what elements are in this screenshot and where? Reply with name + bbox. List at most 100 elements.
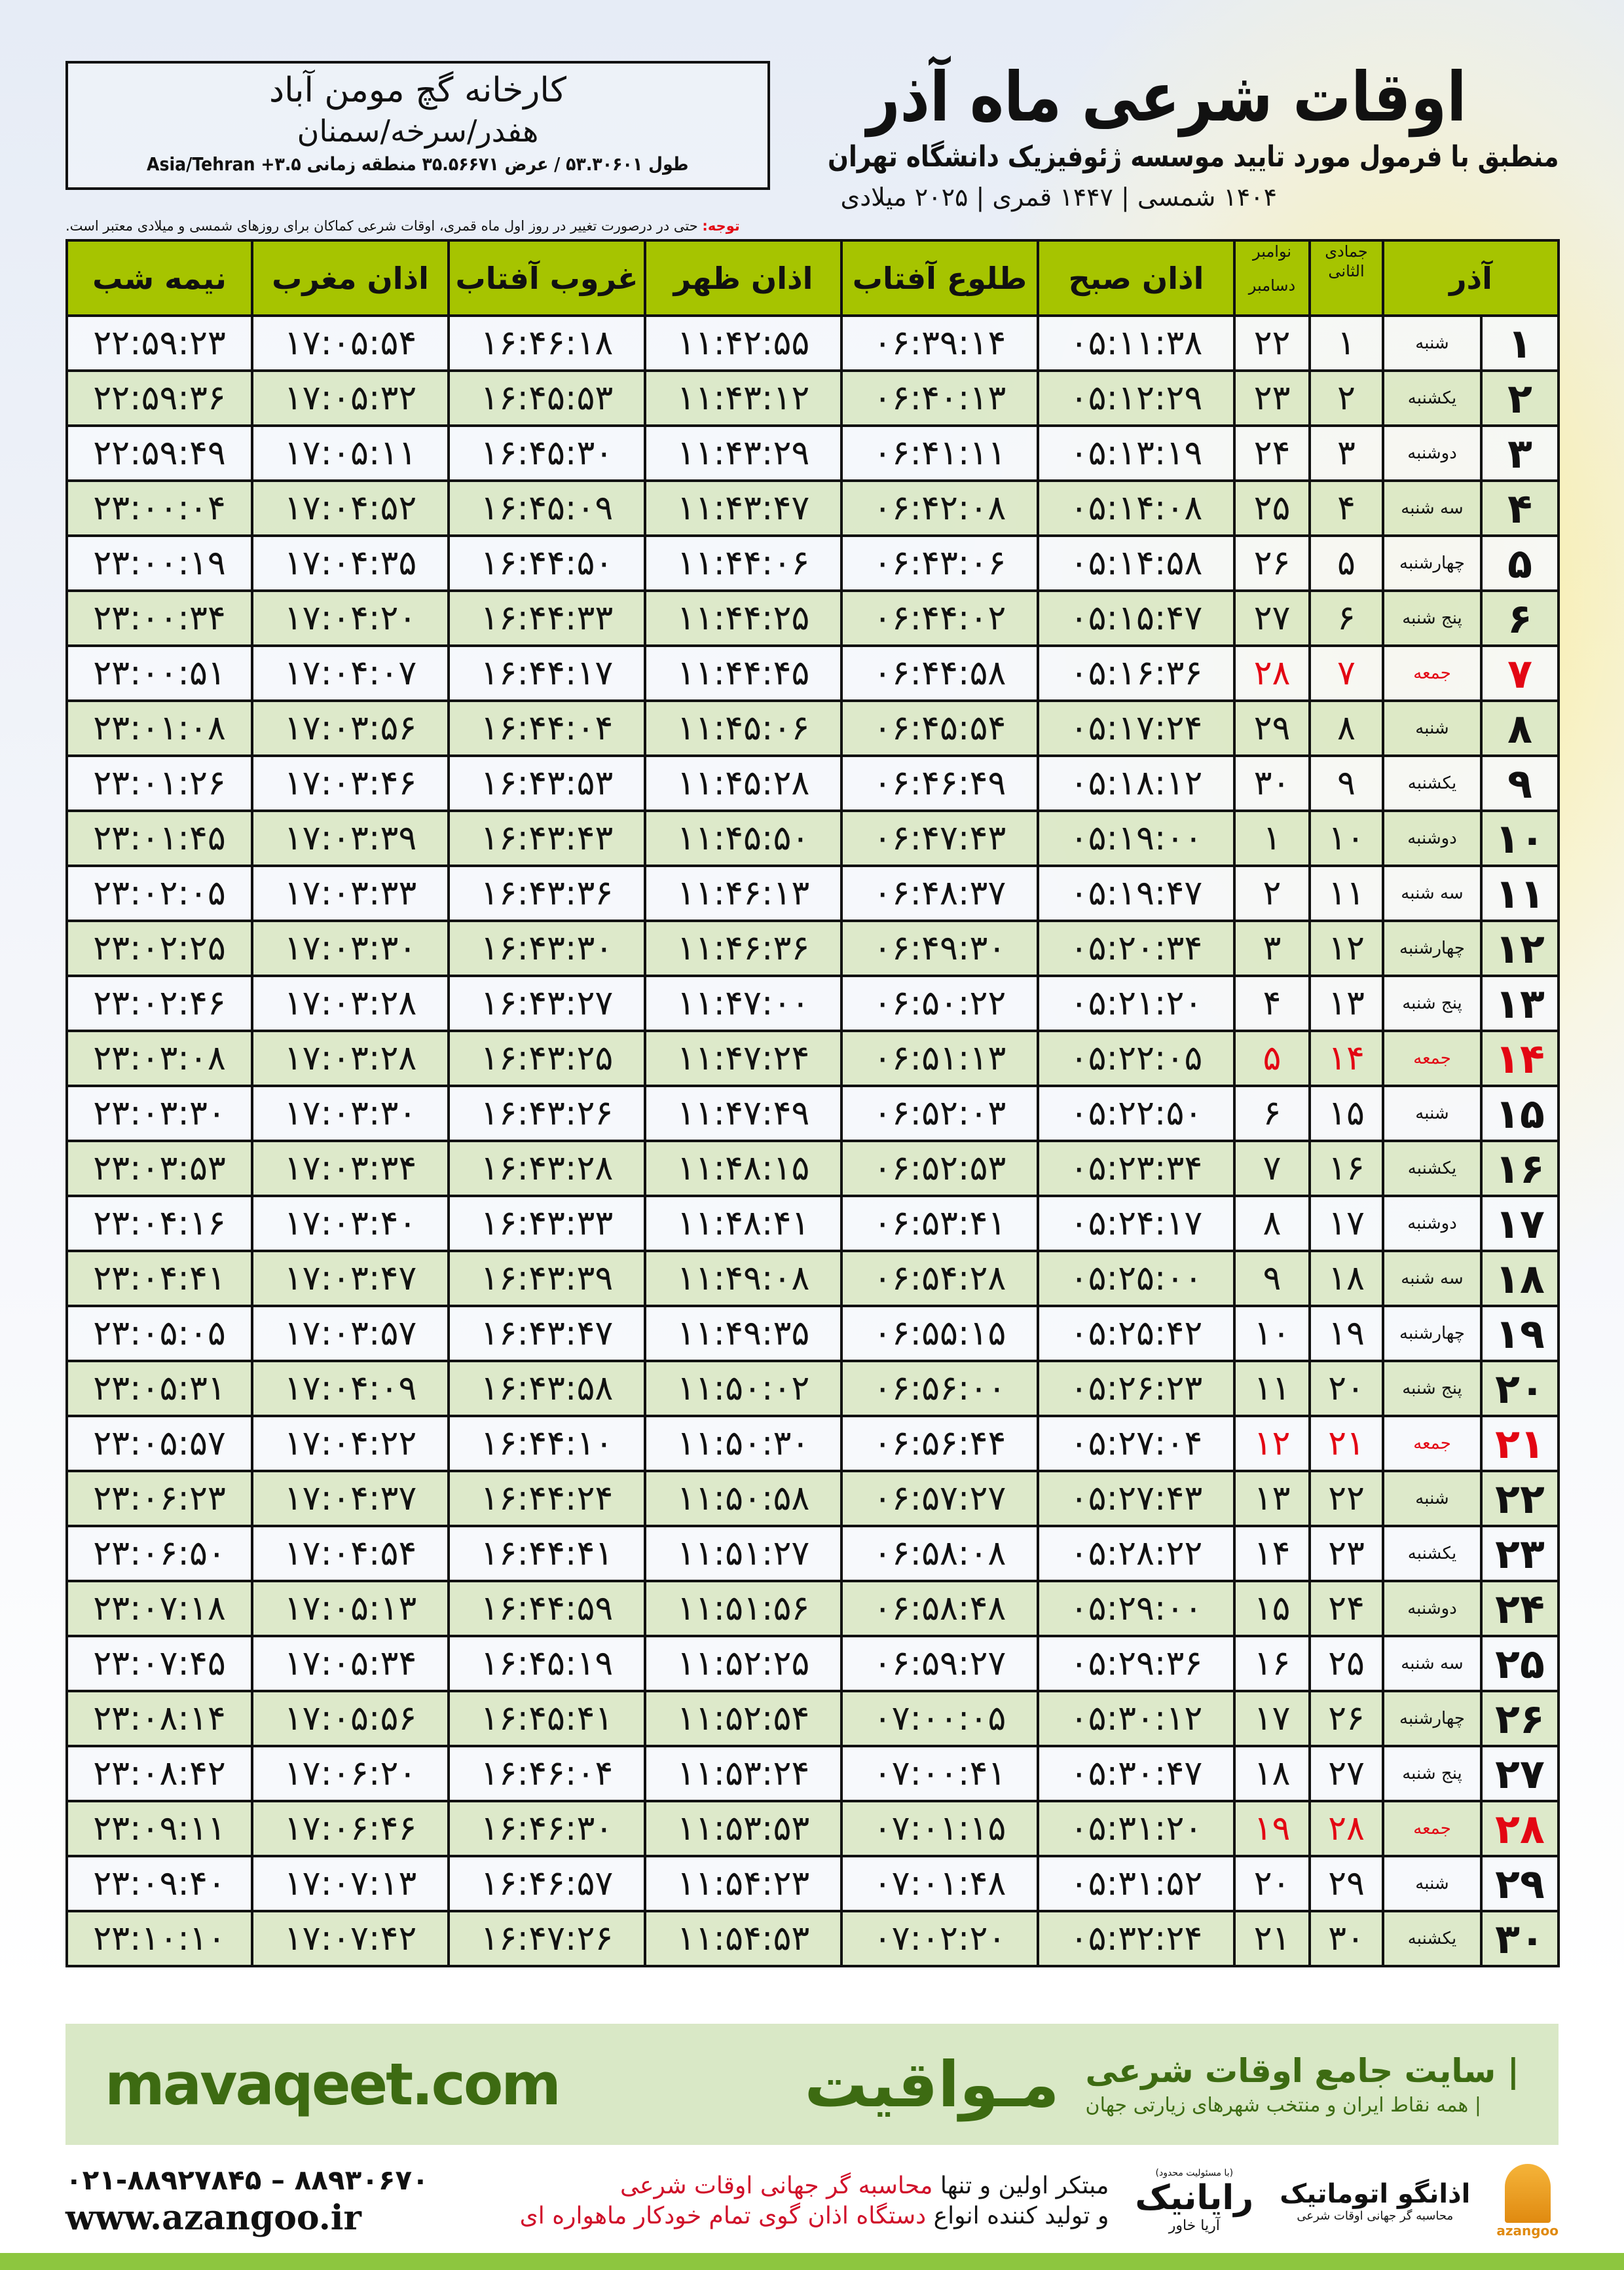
table-row: ۳ دوشنبه ۳ ۲۴ ۰۵:۱۳:۱۹ ۰۶:۴۱:۱۱ ۱۱:۴۳:۲۹ ۱۶:۴۵:…	[65, 424, 1560, 482]
site-link[interactable]: mavaqeet.com	[105, 2051, 561, 2118]
table-row: ۱۹ چهارشنبه ۱۹ ۱۰ ۰۵:۲۵:۴۲ ۰۶:۵۵:۱۵ ۱۱:۴۹:۳۵ ۱۶…	[65, 1305, 1560, 1362]
sunrise-time: ۰۶:۴۲:۰۸	[840, 479, 1039, 537]
hijri-day: ۱۳	[1308, 975, 1384, 1032]
gregorian-day: ۷	[1233, 1140, 1311, 1197]
hijri-day: ۱۶	[1308, 1140, 1384, 1197]
dhuhr-time: ۱۱:۴۴:۰۶	[644, 534, 843, 592]
fajr-time: ۰۵:۲۷:۰۴	[1037, 1415, 1236, 1472]
sunrise-time: ۰۶:۵۵:۱۵	[840, 1305, 1039, 1362]
maghrib-time: ۱۷:۰۴:۳۵	[251, 534, 450, 592]
gregorian-day: ۲۰	[1233, 1855, 1311, 1912]
table-row: ۱۱ سه شنبه ۱۱ ۲ ۰۵:۱۹:۴۷ ۰۶:۴۸:۳۷ ۱۱:۴۶:۱۳ ۱۶:۴…	[65, 865, 1560, 922]
fajr-time: ۰۵:۲۳:۳۴	[1037, 1140, 1236, 1197]
day-number: ۵	[1480, 534, 1560, 592]
gregorian-day: ۱۰	[1233, 1305, 1311, 1362]
brand-logo: مـواقیت	[804, 2047, 1060, 2121]
sunrise-time: ۰۶:۴۶:۴۹	[840, 754, 1039, 812]
maghrib-time: ۱۷:۰۴:۰۷	[251, 644, 450, 702]
sunset-time: ۱۶:۴۳:۳۶	[447, 865, 646, 922]
dhuhr-time: ۱۱:۵۱:۲۷	[644, 1525, 843, 1582]
sunrise-time: ۰۶:۵۶:۰۰	[840, 1360, 1039, 1417]
day-number: ۲۰	[1480, 1360, 1560, 1417]
sunset-time: ۱۶:۴۵:۳۰	[447, 424, 646, 482]
dhuhr-time: ۱۱:۴۹:۳۵	[644, 1305, 843, 1362]
table-row: ۲۰ پنج شنبه ۲۰ ۱۱ ۰۵:۲۶:۲۳ ۰۶:۵۶:۰۰ ۱۱:۵۰:۰۲ ۱۶…	[65, 1360, 1560, 1417]
weekday: سه شنبه	[1381, 479, 1483, 537]
weekday: یکشنبه	[1381, 1140, 1483, 1197]
day-number: ۱۳	[1480, 975, 1560, 1032]
midnight-time: ۲۳:۰۶:۵۰	[65, 1525, 253, 1582]
weekday: پنج شنبه	[1381, 1360, 1483, 1417]
midnight-time: ۲۳:۰۰:۱۹	[65, 534, 253, 592]
maghrib-time: ۱۷:۰۶:۲۰	[251, 1745, 450, 1802]
dhuhr-time: ۱۱:۴۶:۳۶	[644, 920, 843, 977]
midnight-time: ۲۳:۰۵:۳۱	[65, 1360, 253, 1417]
maghrib-time: ۱۷:۰۵:۱۱	[251, 424, 450, 482]
midnight-time: ۲۳:۰۴:۱۶	[65, 1195, 253, 1252]
hijri-day: ۱۵	[1308, 1085, 1384, 1142]
fajr-time: ۰۵:۲۹:۰۰	[1037, 1580, 1236, 1637]
midnight-time: ۲۳:۰۵:۵۷	[65, 1415, 253, 1472]
day-number: ۲	[1480, 369, 1560, 427]
dhuhr-time: ۱۱:۴۳:۱۲	[644, 369, 843, 427]
brand-tagline-2: | همه نقاط ایران و منتخب شهرهای زیارتی ج…	[1085, 2094, 1482, 2117]
hijri-day: ۱۲	[1308, 920, 1384, 977]
sunrise-time: ۰۷:۰۱:۴۸	[840, 1855, 1039, 1912]
dhuhr-time: ۱۱:۴۵:۰۶	[644, 699, 843, 757]
sunrise-time: ۰۷:۰۰:۰۵	[840, 1690, 1039, 1747]
weekday: دوشنبه	[1381, 1580, 1483, 1637]
fajr-time: ۰۵:۲۹:۳۶	[1037, 1635, 1236, 1692]
midnight-time: ۲۳:۰۸:۴۲	[65, 1745, 253, 1802]
day-number: ۸	[1480, 699, 1560, 757]
maghrib-time: ۱۷:۰۳:۲۸	[251, 975, 450, 1032]
sunrise-time: ۰۷:۰۲:۲۰	[840, 1910, 1039, 1967]
gregorian-day: ۳۰	[1233, 754, 1311, 812]
sunrise-time: ۰۶:۳۹:۱۴	[840, 314, 1039, 372]
day-number: ۲۶	[1480, 1690, 1560, 1747]
header-fajr: اذان صبح	[1037, 239, 1236, 317]
maghrib-time: ۱۷:۰۳:۳۹	[251, 809, 450, 867]
dhuhr-time: ۱۱:۴۳:۴۷	[644, 479, 843, 537]
sunrise-time: ۰۶:۴۹:۳۰	[840, 920, 1039, 977]
fajr-time: ۰۵:۲۱:۲۰	[1037, 975, 1236, 1032]
sunset-time: ۱۶:۴۴:۳۳	[447, 589, 646, 647]
weekday: یکشنبه	[1381, 1525, 1483, 1582]
table-row: ۱۷ دوشنبه ۱۷ ۸ ۰۵:۲۴:۱۷ ۰۶:۵۳:۴۱ ۱۱:۴۸:۴۱ ۱۶:۴۳…	[65, 1195, 1560, 1252]
gregorian-day: ۲۹	[1233, 699, 1311, 757]
weekday: شنبه	[1381, 1085, 1483, 1142]
maghrib-time: ۱۷:۰۶:۴۶	[251, 1800, 450, 1857]
day-number: ۷	[1480, 644, 1560, 702]
rayanik-sub: آریا خاور	[1168, 2218, 1220, 2234]
midnight-time: ۲۲:۵۹:۴۹	[65, 424, 253, 482]
hijri-day: ۲	[1308, 369, 1384, 427]
dhuhr-time: ۱۱:۴۲:۵۵	[644, 314, 843, 372]
bottom-bar	[0, 2253, 1624, 2270]
azangoo-website[interactable]: www.azangoo.ir	[65, 2197, 361, 2238]
day-number: ۱۵	[1480, 1085, 1560, 1142]
midnight-time: ۲۳:۰۲:۲۵	[65, 920, 253, 977]
midnight-time: ۲۳:۰۲:۰۵	[65, 865, 253, 922]
table-row: ۲۹ شنبه ۲۹ ۲۰ ۰۵:۳۱:۵۲ ۰۷:۰۱:۴۸ ۱۱:۵۴:۲۳ ۱۶:۴۶:…	[65, 1855, 1560, 1912]
weekday: پنج شنبه	[1381, 1745, 1483, 1802]
maghrib-time: ۱۷:۰۴:۰۹	[251, 1360, 450, 1417]
maghrib-time: ۱۷:۰۳:۳۴	[251, 1140, 450, 1197]
header-sunset: غروب آفتاب	[447, 239, 646, 317]
hijri-day: ۱۴	[1308, 1030, 1384, 1087]
weekday: سه شنبه	[1381, 1635, 1483, 1692]
day-number: ۶	[1480, 589, 1560, 647]
maghrib-time: ۱۷:۰۳:۵۷	[251, 1305, 450, 1362]
dhuhr-time: ۱۱:۴۴:۴۵	[644, 644, 843, 702]
sunset-time: ۱۶:۴۳:۴۳	[447, 809, 646, 867]
maghrib-time: ۱۷:۰۳:۲۸	[251, 1030, 450, 1087]
weekday: سه شنبه	[1381, 865, 1483, 922]
sunset-time: ۱۶:۴۳:۳۰	[447, 920, 646, 977]
day-number: ۹	[1480, 754, 1560, 812]
dhuhr-time: ۱۱:۵۲:۵۴	[644, 1690, 843, 1747]
sunset-time: ۱۶:۴۳:۲۸	[447, 1140, 646, 1197]
weekday: جمعه	[1381, 1030, 1483, 1087]
location-region: هفدر/سرخه/سمنان	[297, 113, 539, 149]
midnight-time: ۲۲:۵۹:۲۳	[65, 314, 253, 372]
table-header: آذر جمادی الثانی نوامبر دسامبر اذان صبح …	[65, 239, 1560, 317]
day-number: ۳	[1480, 424, 1560, 482]
dhuhr-time: ۱۱:۴۸:۴۱	[644, 1195, 843, 1252]
